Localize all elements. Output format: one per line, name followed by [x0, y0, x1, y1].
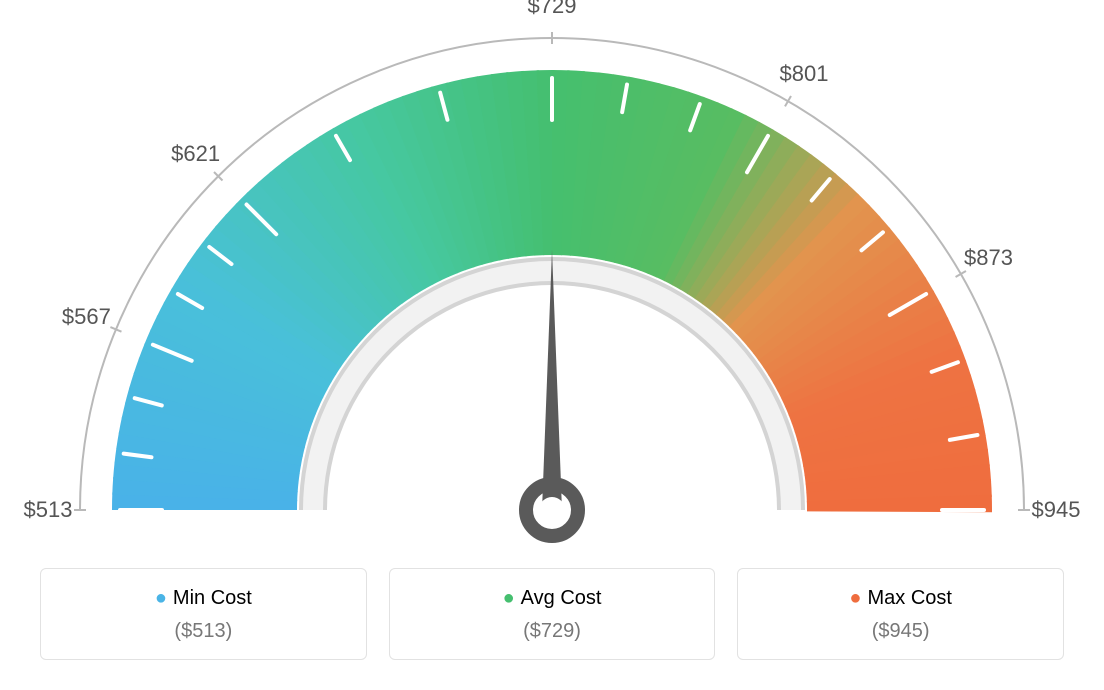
legend-min-title: ● Min Cost — [51, 587, 356, 610]
gauge-tick-label: $801 — [780, 61, 829, 87]
legend-min: ● Min Cost ($513) — [40, 568, 367, 660]
gauge-tick-label: $873 — [964, 245, 1013, 271]
legend-avg-dot-icon: ● — [503, 587, 515, 609]
legend-avg-value: ($729) — [400, 620, 705, 643]
legend-max-value: ($945) — [748, 620, 1053, 643]
legend-avg-label: Avg Cost — [521, 587, 602, 609]
legend-max: ● Max Cost ($945) — [737, 568, 1064, 660]
legend-max-title: ● Max Cost — [748, 587, 1053, 610]
gauge-tick-label: $621 — [171, 141, 220, 167]
legend-max-dot-icon: ● — [849, 587, 861, 609]
gauge-tick-label: $945 — [1032, 497, 1081, 523]
legend-avg: ● Avg Cost ($729) — [389, 568, 716, 660]
legend-min-value: ($513) — [51, 620, 356, 643]
gauge: $513 $567 $621 $729 $801 $873 $945 — [0, 0, 1104, 560]
gauge-tick-label: $567 — [62, 304, 111, 330]
gauge-tick-label: $729 — [528, 0, 577, 19]
legend-avg-title: ● Avg Cost — [400, 587, 705, 610]
gauge-chart-container: $513 $567 $621 $729 $801 $873 $945 ● Min Cost (… — [0, 0, 1104, 690]
gauge-tick-label: $513 — [24, 497, 73, 523]
legend: ● Min Cost ($513) ● Avg Cost ($729) ● Max C… — [40, 568, 1064, 660]
legend-max-label: Max Cost — [867, 587, 951, 609]
legend-min-dot-icon: ● — [155, 587, 167, 609]
gauge-svg — [0, 0, 1104, 560]
legend-min-label: Min Cost — [173, 587, 252, 609]
